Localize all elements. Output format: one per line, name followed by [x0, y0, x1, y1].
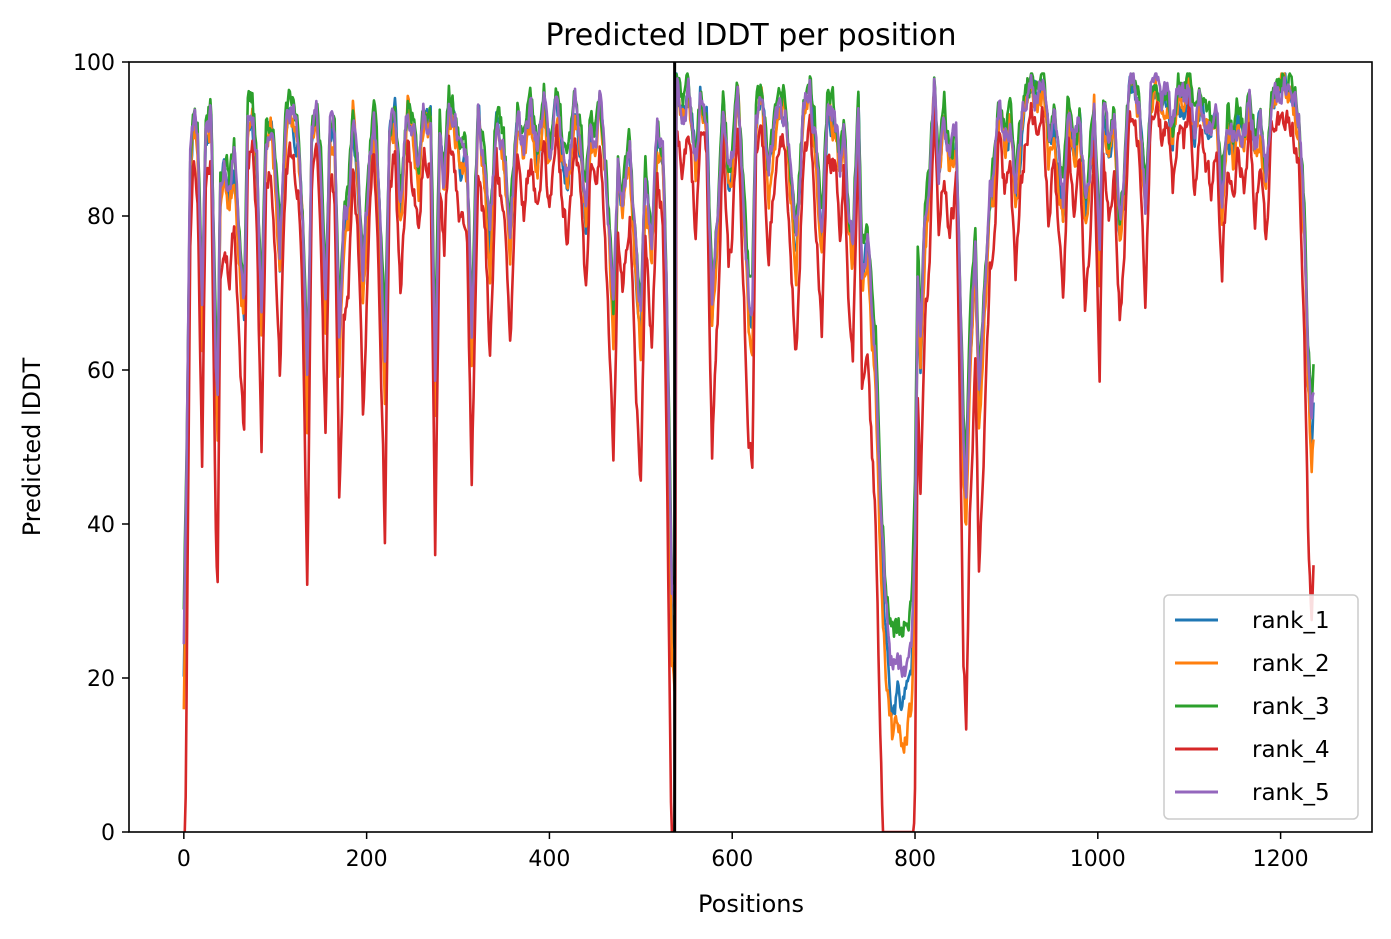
y-tick-label: 20: [87, 667, 115, 692]
y-axis: 0 20 40 60 80 100: [73, 51, 129, 846]
y-tick-label: 80: [87, 205, 115, 230]
x-tick-label: 800: [894, 847, 936, 872]
x-axis-label: Positions: [698, 890, 804, 918]
legend-label: rank_1: [1252, 608, 1330, 634]
x-tick-label: 400: [528, 847, 570, 872]
x-tick-label: 1000: [1070, 847, 1126, 872]
series-lines: [182, 72, 1315, 832]
y-tick-label: 100: [73, 51, 115, 76]
plot-frame: [128, 61, 1373, 833]
y-tick-label: 0: [101, 821, 115, 846]
y-tick-label: 40: [87, 513, 115, 538]
series-line-rank_5: [182, 72, 1315, 678]
x-axis: 0 200 400 600 800 1000 1200: [177, 832, 1309, 872]
legend-label: rank_2: [1252, 651, 1330, 677]
x-tick-label: 600: [711, 847, 753, 872]
legend-label: rank_3: [1252, 694, 1330, 720]
x-tick-label: 200: [346, 847, 388, 872]
y-tick-label: 60: [87, 359, 115, 384]
x-tick-label: 1200: [1253, 847, 1309, 872]
legend-frame: [1163, 594, 1359, 820]
series-line-rank_4: [183, 96, 1315, 832]
legend: rank_1 rank_2 rank_3 rank_4 rank_5: [1163, 594, 1359, 820]
y-axis-label: Predicted lDDT: [18, 357, 46, 536]
legend-label: rank_5: [1252, 780, 1330, 806]
chart-title: Predicted lDDT per position: [546, 18, 957, 53]
legend-label: rank_4: [1252, 737, 1330, 763]
x-tick-label: 0: [177, 847, 191, 872]
